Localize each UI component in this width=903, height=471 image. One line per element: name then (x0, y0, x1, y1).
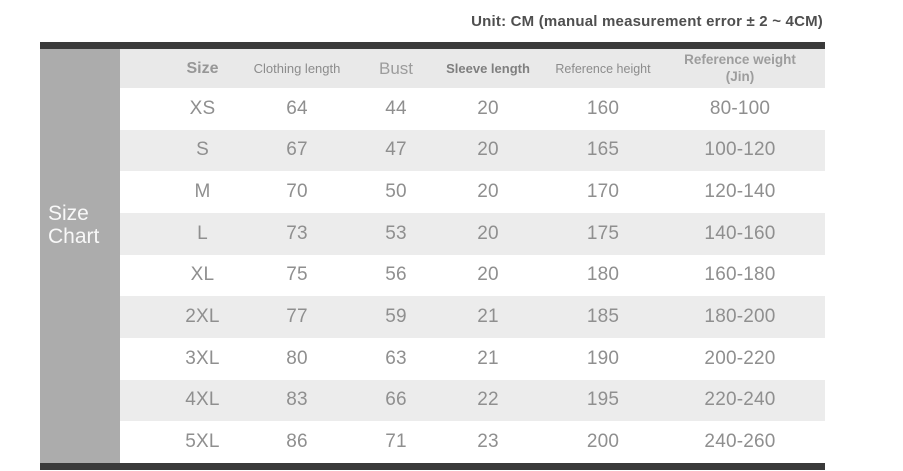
cell-reference-height: 165 (586, 139, 620, 161)
cell-clothing-length: 86 (286, 431, 308, 453)
table-row: S 67 47 20 165 100-120 (120, 129, 825, 172)
cell-size: XL (190, 264, 215, 286)
sidebar-title: Size Chart (48, 202, 100, 248)
cell-size: S (196, 139, 209, 161)
cell-bust: 66 (385, 389, 407, 411)
cell-clothing-length: 67 (286, 139, 308, 161)
cell-clothing-length: 64 (286, 97, 308, 119)
cell-reference-height: 180 (586, 264, 620, 286)
cell-sleeve-length: 21 (477, 347, 499, 369)
cell-clothing-length: 83 (286, 389, 308, 411)
cell-size: L (197, 222, 208, 244)
cell-sleeve-length: 20 (477, 181, 499, 203)
cell-sleeve-length: 20 (477, 222, 499, 244)
unit-note: Unit: CM (manual measurement error ± 2 ~… (471, 12, 823, 30)
cell-reference-height: 170 (586, 181, 620, 203)
cell-reference-weight: 200-220 (704, 347, 776, 369)
cell-sleeve-length: 20 (477, 139, 499, 161)
cell-size: XS (189, 97, 216, 119)
cell-bust: 53 (385, 222, 407, 244)
cell-size: M (194, 181, 211, 203)
cell-bust: 56 (385, 264, 407, 286)
cell-bust: 71 (385, 431, 407, 453)
cell-bust: 59 (385, 306, 407, 328)
cell-reference-weight: 160-180 (704, 264, 776, 286)
cell-clothing-length: 73 (286, 222, 308, 244)
table-row: L 73 53 20 175 140-160 (120, 212, 825, 255)
size-chart: Size Chart Size Clothing length Bust (40, 42, 825, 470)
table-row: 2XL 77 59 21 185 180-200 (120, 296, 825, 338)
cell-size: 4XL (185, 389, 220, 411)
table-row: 3XL 80 63 21 190 200-220 (120, 337, 825, 380)
size-table-rows: XS 64 44 20 160 80-100 S 67 47 20 165 100-120 M 70 50 2… (120, 88, 825, 463)
table-row: XS 64 44 20 160 80-100 (120, 88, 825, 130)
cell-bust: 63 (385, 347, 407, 369)
cell-size: 5XL (185, 431, 220, 453)
table-row: XL 75 56 20 180 160-180 (120, 254, 825, 297)
size-table: Size Clothing length Bust Sleeve length … (120, 49, 825, 463)
cell-clothing-length: 70 (286, 181, 308, 203)
cell-sleeve-length: 21 (477, 306, 499, 328)
column-header-reference-weight: Reference weight (Jin) (684, 52, 796, 84)
cell-bust: 47 (385, 139, 407, 161)
cell-reference-height: 200 (586, 431, 620, 453)
cell-reference-weight: 180-200 (704, 306, 776, 328)
cell-size: 2XL (185, 306, 220, 328)
cell-sleeve-length: 22 (477, 389, 499, 411)
cell-reference-height: 160 (586, 97, 620, 119)
cell-sleeve-length: 20 (477, 97, 499, 119)
cell-reference-height: 185 (586, 306, 620, 328)
column-header-bust: Bust (378, 58, 414, 78)
cell-clothing-length: 80 (286, 347, 308, 369)
cell-reference-weight: 220-240 (704, 389, 776, 411)
cell-reference-weight: 240-260 (704, 431, 776, 453)
cell-reference-weight: 80-100 (709, 97, 771, 119)
column-header-clothing-length: Clothing length (253, 61, 341, 76)
size-chart-sidebar: Size Chart (40, 49, 120, 463)
column-header-sleeve-length: Sleeve length (446, 61, 530, 76)
cell-sleeve-length: 20 (477, 264, 499, 286)
column-header-reference-height: Reference height (555, 61, 651, 76)
cell-reference-height: 195 (586, 389, 620, 411)
cell-reference-weight: 100-120 (704, 139, 776, 161)
cell-clothing-length: 77 (286, 306, 308, 328)
cell-sleeve-length: 23 (477, 431, 499, 453)
column-header-size: Size (186, 59, 219, 77)
header-row: Size Clothing length Bust Sleeve length … (120, 49, 825, 88)
cell-bust: 50 (385, 181, 407, 203)
cell-clothing-length: 75 (286, 264, 308, 286)
cell-reference-weight: 140-160 (704, 222, 776, 244)
cell-reference-weight: 120-140 (704, 181, 776, 203)
cell-reference-height: 175 (586, 222, 620, 244)
table-row: 4XL 83 66 22 195 220-240 (120, 379, 825, 422)
table-row: 5XL 86 71 23 200 240-260 (120, 421, 825, 463)
table-row: M 70 50 20 170 120-140 (120, 171, 825, 213)
cell-size: 3XL (185, 347, 220, 369)
cell-bust: 44 (385, 97, 407, 119)
size-chart-body: Size Chart Size Clothing length Bust (40, 49, 825, 463)
cell-reference-height: 190 (586, 347, 620, 369)
